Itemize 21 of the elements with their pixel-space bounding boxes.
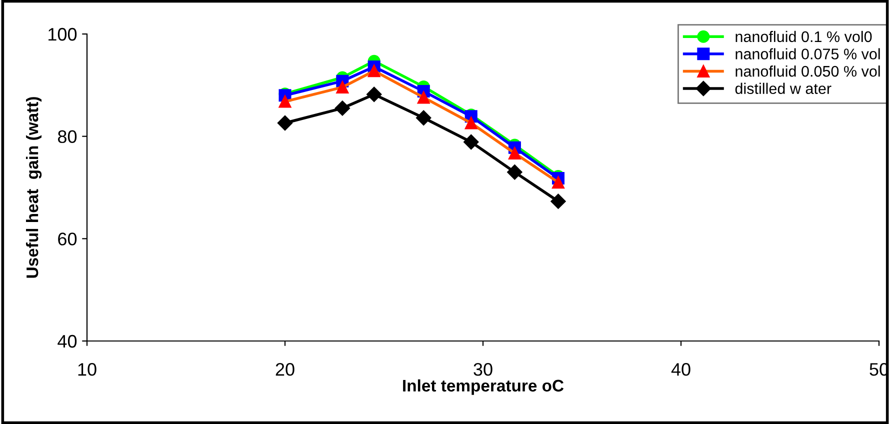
x-tick-label: 30 — [474, 363, 492, 376]
legend-label: nanofluid 0.050 % vol — [736, 65, 880, 77]
point — [464, 134, 479, 150]
point — [550, 194, 566, 209]
point — [507, 164, 522, 180]
y-axis-title: Useful heat gain (watt) — [26, 97, 42, 278]
legend-label: distilled w ater — [735, 82, 832, 94]
x-tick-label: 20 — [276, 363, 294, 376]
legend-label: nanofluid 0.075 % vol — [736, 48, 880, 60]
x-tick-label: 10 — [78, 363, 96, 376]
x-axis-title: Inlet temperature oC — [403, 379, 564, 395]
y-tick-label: 100 — [48, 28, 77, 41]
y-tick-label: 80 — [58, 130, 77, 144]
legend-label: nanofluid 0.1 % vol0 — [736, 30, 872, 42]
x-tick-label: 40 — [671, 363, 690, 376]
y-tick-label: 60 — [58, 232, 77, 246]
point — [277, 115, 293, 131]
point — [366, 86, 382, 102]
point — [334, 100, 350, 116]
point — [416, 110, 432, 126]
y-tick-label: 40 — [58, 334, 77, 348]
